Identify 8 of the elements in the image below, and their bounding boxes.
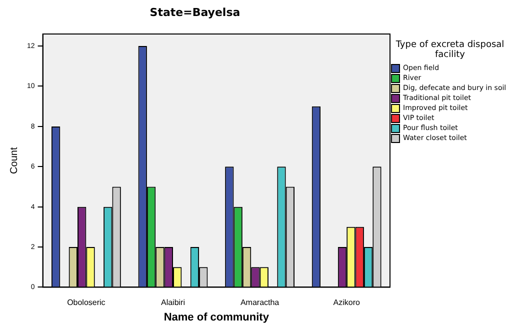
chart-title: State=Bayelsa [148, 6, 242, 19]
x-tick-label: Amaractha [240, 298, 280, 308]
x-axis-title: Name of community [164, 311, 270, 324]
legend-title: Type of excreta disposal facility [394, 40, 506, 60]
y-axis-title: Count [8, 147, 20, 174]
x-tick-label: Azikoro [333, 298, 360, 308]
x-tick-label: Oboloseric [67, 298, 106, 308]
x-tick-label: Alaibiri [160, 298, 186, 308]
